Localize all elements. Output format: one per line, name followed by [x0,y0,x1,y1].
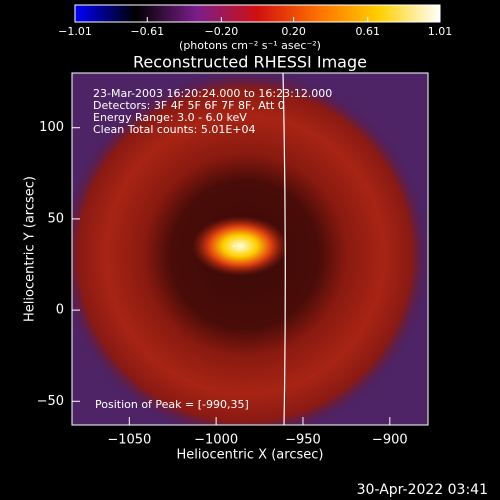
colorbar [74,4,441,23]
y-tick-label: 100 [39,120,64,135]
plot-frame [71,72,429,426]
image [72,73,428,425]
colorbar-tick-label: −0.20 [205,25,239,38]
peak-marker [232,245,235,248]
peak-label: Position of Peak = [-990,35] [95,398,249,411]
x-tick-label: −950 [285,433,321,448]
colorbar-tick-label: 0.20 [281,25,306,38]
x-tick-label: −1000 [194,433,238,448]
y-axis-label: Heliocentric Y (arcsec) [23,176,38,322]
colorbar-tick-label: 0.61 [355,25,380,38]
colorbar-label: (photons cm⁻² s⁻¹ asec⁻²) [179,39,321,52]
colorbar-tick-label: −0.61 [130,25,164,38]
x-axis-label: Heliocentric X (arcsec) [177,448,324,463]
annotation: Energy Range: 3.0 - 6.0 keV [93,111,247,124]
x-tick-label: −900 [372,433,408,448]
limb [282,73,286,425]
y-tick-label: −50 [37,394,64,409]
y-tick-label: 0 [56,303,64,318]
y-tick-label: 50 [47,211,64,226]
colorbar-tick-label: −1.01 [58,25,92,38]
timestamp: 30-Apr-2022 03:41 [357,482,488,498]
chart-title: Reconstructed RHESSI Image [133,53,367,72]
annotation: 23-Mar-2003 16:20:24.000 to 16:23:12.000 [93,87,332,100]
annotation: Clean Total counts: 5.01E+04 [93,123,256,136]
x-tick-label: −1050 [107,433,151,448]
annotation: Detectors: 3F 4F 5F 6F 7F 8F, Att 0 [93,99,285,112]
colorbar-tick-label: 1.01 [428,25,453,38]
